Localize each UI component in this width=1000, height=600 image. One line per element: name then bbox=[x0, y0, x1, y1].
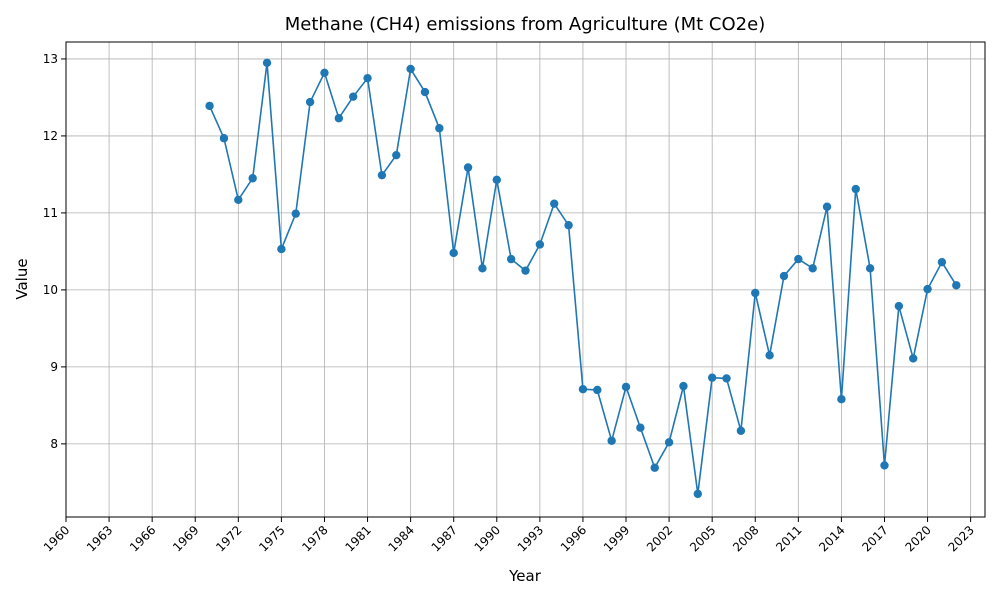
data-point bbox=[420, 87, 430, 97]
data-point bbox=[751, 288, 760, 298]
x-tick-label: 1996 bbox=[558, 523, 589, 554]
y-axis-label: Value bbox=[13, 258, 31, 299]
y-tick-label: 8 bbox=[50, 437, 58, 451]
data-point bbox=[334, 114, 344, 123]
data-point bbox=[880, 461, 889, 470]
data-point bbox=[679, 381, 688, 391]
data-point bbox=[607, 436, 616, 445]
x-tick-label: 1978 bbox=[299, 523, 330, 554]
y-tick-label: 12 bbox=[43, 129, 58, 143]
data-point bbox=[909, 354, 918, 363]
data-point bbox=[621, 382, 631, 392]
data-point bbox=[492, 175, 501, 184]
x-tick-label: 1975 bbox=[256, 523, 287, 554]
x-tick-label: 2020 bbox=[902, 523, 933, 554]
x-tick-label: 2014 bbox=[816, 523, 847, 554]
data-point bbox=[277, 244, 286, 254]
data-point bbox=[765, 351, 774, 360]
data-point bbox=[736, 426, 746, 435]
data-point bbox=[808, 264, 817, 273]
y-tick-label: 9 bbox=[50, 360, 58, 374]
x-tick-label: 1987 bbox=[429, 523, 460, 554]
data-point bbox=[707, 373, 717, 382]
x-axis-label: Year bbox=[508, 567, 542, 585]
data-point bbox=[722, 374, 731, 383]
data-point bbox=[392, 150, 401, 160]
data-point bbox=[234, 195, 243, 205]
data-point bbox=[305, 97, 315, 107]
data-point bbox=[894, 301, 904, 311]
x-tick-label: 2005 bbox=[687, 523, 718, 554]
x-tick-label: 1984 bbox=[385, 523, 416, 554]
data-point bbox=[865, 264, 875, 273]
data-point bbox=[779, 271, 789, 281]
x-tick-label: 1999 bbox=[601, 523, 632, 554]
data-point bbox=[952, 281, 961, 290]
data-point bbox=[837, 395, 846, 404]
data-point bbox=[406, 64, 415, 74]
data-point bbox=[248, 174, 257, 183]
x-tick-label: 1969 bbox=[170, 523, 201, 554]
data-point bbox=[348, 92, 358, 101]
x-tick-label: 1993 bbox=[515, 523, 546, 554]
data-point bbox=[578, 385, 588, 394]
grid bbox=[65, 42, 985, 517]
series bbox=[205, 58, 961, 499]
data-point bbox=[478, 264, 487, 273]
x-tick-label: 1972 bbox=[213, 523, 244, 554]
data-point bbox=[506, 254, 516, 264]
y-axis-ticks: 8 9 10 11 12 13 bbox=[43, 52, 66, 451]
y-tick-label: 13 bbox=[43, 52, 58, 66]
data-point bbox=[564, 221, 573, 230]
data-point bbox=[550, 199, 559, 208]
data-point bbox=[320, 68, 329, 77]
data-point bbox=[463, 163, 473, 172]
data-point bbox=[377, 170, 387, 180]
x-tick-label: 2023 bbox=[946, 523, 977, 554]
x-tick-label: 2017 bbox=[859, 523, 890, 554]
data-point bbox=[205, 101, 214, 111]
data-point bbox=[851, 184, 860, 194]
x-tick-label: 1963 bbox=[84, 523, 115, 554]
y-tick-label: 10 bbox=[43, 283, 58, 297]
data-point bbox=[794, 254, 803, 264]
data-point bbox=[291, 209, 300, 218]
data-point bbox=[521, 266, 530, 275]
data-point bbox=[435, 124, 444, 133]
data-point bbox=[664, 438, 674, 447]
data-point bbox=[693, 489, 703, 499]
data-point bbox=[363, 73, 372, 83]
data-point bbox=[535, 240, 545, 249]
data-point bbox=[937, 257, 947, 267]
x-tick-label: 2008 bbox=[730, 523, 761, 554]
data-point bbox=[636, 423, 645, 432]
data-point bbox=[923, 284, 932, 294]
plot-frame bbox=[65, 41, 986, 518]
x-tick-label: 1981 bbox=[342, 523, 373, 554]
data-point bbox=[650, 463, 659, 472]
data-point bbox=[219, 134, 229, 143]
data-point bbox=[449, 248, 458, 258]
x-tick-label: 1960 bbox=[41, 523, 72, 554]
x-tick-label: 1990 bbox=[472, 523, 503, 554]
data-point bbox=[822, 202, 832, 211]
y-tick-label: 11 bbox=[43, 206, 58, 220]
x-axis-ticks: 1960 1963 1966 1969 1972 1975 1978 1981 1984 1987… bbox=[41, 517, 977, 554]
data-point bbox=[262, 58, 272, 67]
chart-title: Methane (CH4) emissions from Agriculture… bbox=[285, 14, 765, 35]
x-tick-label: 2002 bbox=[644, 523, 675, 554]
x-tick-label: 2011 bbox=[773, 523, 804, 554]
x-tick-label: 1966 bbox=[127, 523, 158, 554]
data-point bbox=[593, 385, 602, 395]
